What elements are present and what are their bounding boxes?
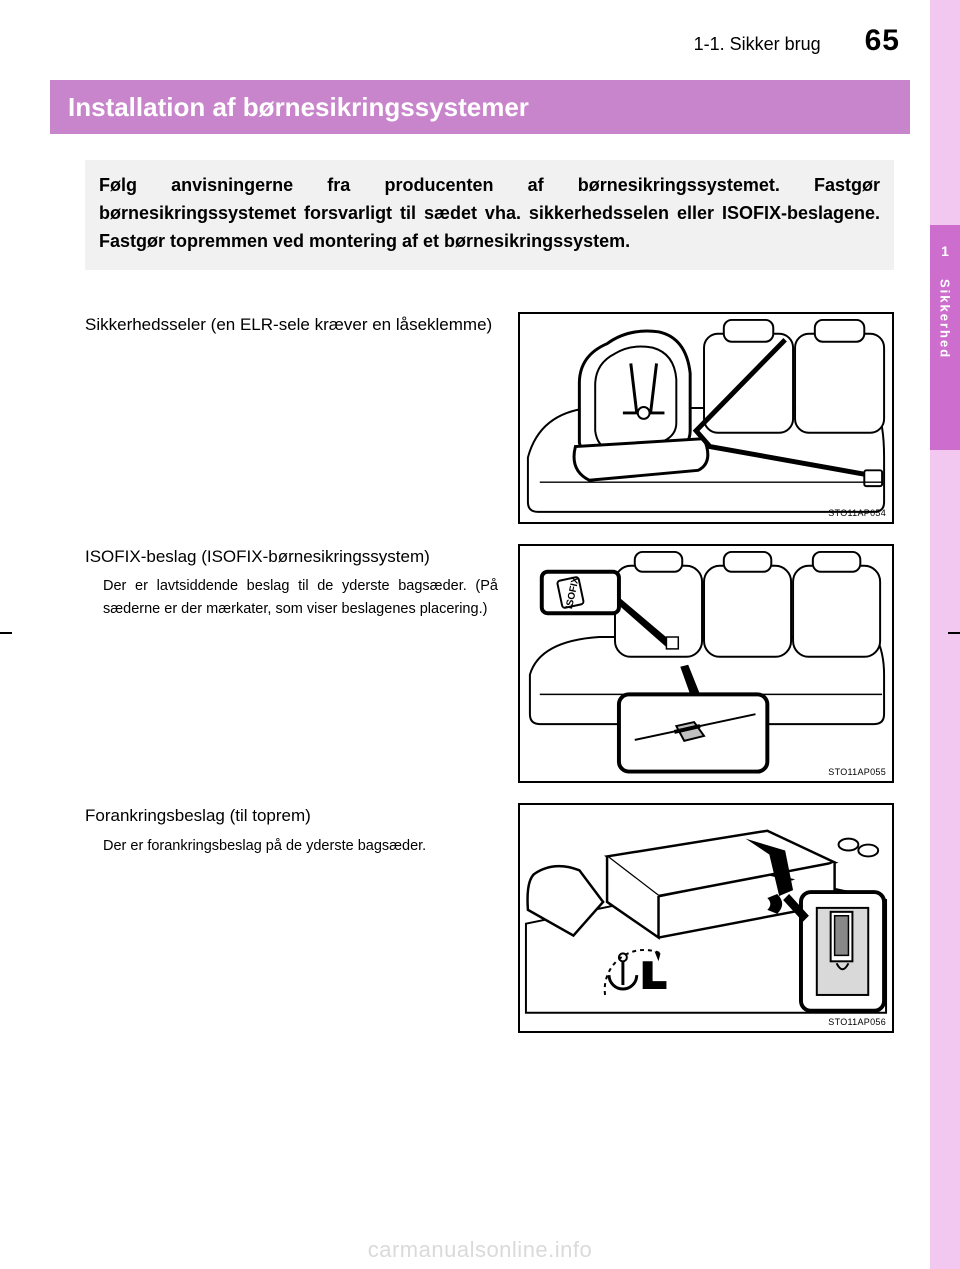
crop-mark-right — [948, 632, 960, 634]
content: Sikkerhedsseler (en ELR-sele kræver en l… — [85, 312, 894, 1053]
figure-id: STO11AP055 — [828, 767, 886, 777]
item-figure: ISOFIX STO — [518, 544, 894, 783]
page-header: 1-1. Sikker brug 65 — [70, 24, 900, 58]
crop-mark-left — [0, 632, 12, 634]
chapter-number: 1 — [941, 243, 949, 259]
chapter-side-tab: 1 Sikkerhed — [930, 225, 960, 450]
figure-id: STO11AP054 — [828, 508, 886, 518]
item-sub: Der er forankringsbeslag på de yderste b… — [103, 835, 498, 857]
item-row: Sikkerhedsseler (en ELR-sele kræver en l… — [85, 312, 894, 524]
item-row: Forankringsbeslag (til toprem) Der er fo… — [85, 803, 894, 1033]
item-lead: Forankringsbeslag (til toprem) — [85, 803, 498, 829]
figure-seatbelt-childseat: STO11AP054 — [518, 312, 894, 524]
watermark: carmanualsonline.info — [0, 1237, 960, 1263]
item-figure: STO11AP056 — [518, 803, 894, 1033]
figure-isofix: ISOFIX STO — [518, 544, 894, 783]
item-row: ISOFIX-beslag (ISOFIX-børnesikringssyste… — [85, 544, 894, 783]
page: 1 Sikkerhed 1-1. Sikker brug 65 Installa… — [0, 0, 960, 1269]
page-number: 65 — [865, 24, 900, 58]
item-sub: Der er lavtsiddende beslag til de yderst… — [103, 575, 498, 620]
section-label: 1-1. Sikker brug — [694, 34, 821, 55]
item-lead: ISOFIX-beslag (ISOFIX-børnesikringssyste… — [85, 544, 498, 570]
intro-box: Følg anvisningerne fra producenten af bø… — [85, 160, 894, 270]
page-title: Installation af børnesikringssystemer — [68, 92, 529, 123]
figure-id: STO11AP056 — [828, 1017, 886, 1027]
right-rail — [930, 0, 960, 1269]
item-figure: STO11AP054 — [518, 312, 894, 524]
item-text: Forankringsbeslag (til toprem) Der er fo… — [85, 803, 498, 1033]
item-lead: Sikkerhedsseler (en ELR-sele kræver en l… — [85, 312, 498, 338]
title-band: Installation af børnesikringssystemer — [50, 80, 910, 134]
figure-top-tether: STO11AP056 — [518, 803, 894, 1033]
intro-text: Følg anvisningerne fra producenten af bø… — [99, 172, 880, 256]
item-text: Sikkerhedsseler (en ELR-sele kræver en l… — [85, 312, 498, 524]
chapter-label: Sikkerhed — [938, 279, 953, 359]
item-text: ISOFIX-beslag (ISOFIX-børnesikringssyste… — [85, 544, 498, 783]
